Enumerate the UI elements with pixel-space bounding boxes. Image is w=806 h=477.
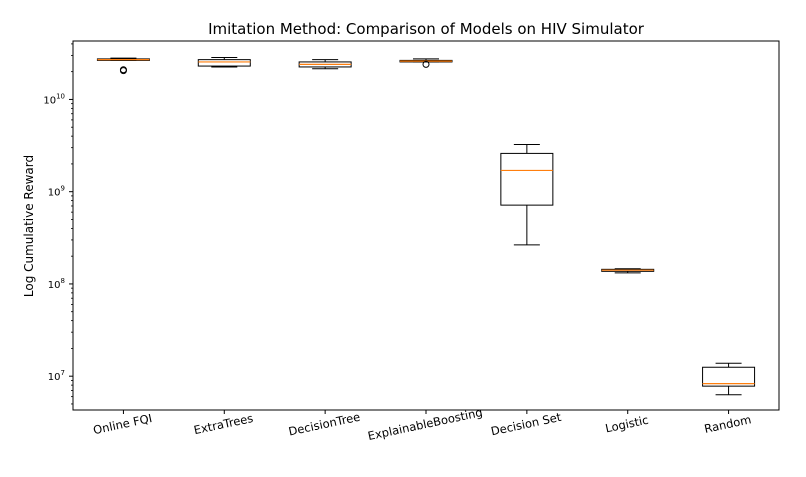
box-group: DecisionTree (287, 59, 361, 439)
y-axis-label: Log Cumulative Reward (22, 155, 36, 297)
x-tick-label: Logistic (604, 413, 650, 436)
box-body (702, 366, 756, 387)
y-tick-exponent: 10 (56, 92, 65, 100)
box-group: ExplainableBoosting (367, 58, 484, 443)
chart-title: Imitation Method: Comparison of Models o… (208, 20, 645, 38)
box-group: Decision Set (490, 143, 563, 439)
y-tick-base: 10 (48, 372, 61, 383)
y-tick-exponent: 9 (61, 185, 65, 193)
x-tick-label: Random (703, 412, 752, 436)
y-tick-exponent: 7 (61, 369, 65, 377)
y-tick-exponent: 8 (61, 277, 65, 285)
y-tick-label: 107 (48, 369, 65, 383)
y-tick-label: 109 (48, 185, 65, 199)
y-tick-label: 1010 (43, 92, 65, 106)
y-tick-label: 108 (48, 277, 65, 291)
box-body (500, 152, 554, 206)
box-group: Random (702, 362, 756, 436)
box-group: ExtraTrees (193, 56, 255, 437)
x-tick-label: Online FQI (92, 411, 153, 437)
outlier-point (422, 60, 430, 68)
x-tick-label: DecisionTree (287, 410, 361, 439)
x-tick-label: ExplainableBoosting (367, 405, 484, 443)
box-body (197, 59, 251, 67)
y-tick-base: 10 (48, 280, 61, 291)
y-tick-base: 10 (43, 95, 56, 106)
plot-frame (72, 40, 780, 411)
y-tick-base: 10 (48, 188, 61, 199)
x-tick-label: ExtraTrees (193, 411, 255, 437)
outlier-point (119, 66, 127, 74)
x-tick-label: Decision Set (490, 410, 563, 439)
box-group: Online FQI (92, 57, 153, 437)
